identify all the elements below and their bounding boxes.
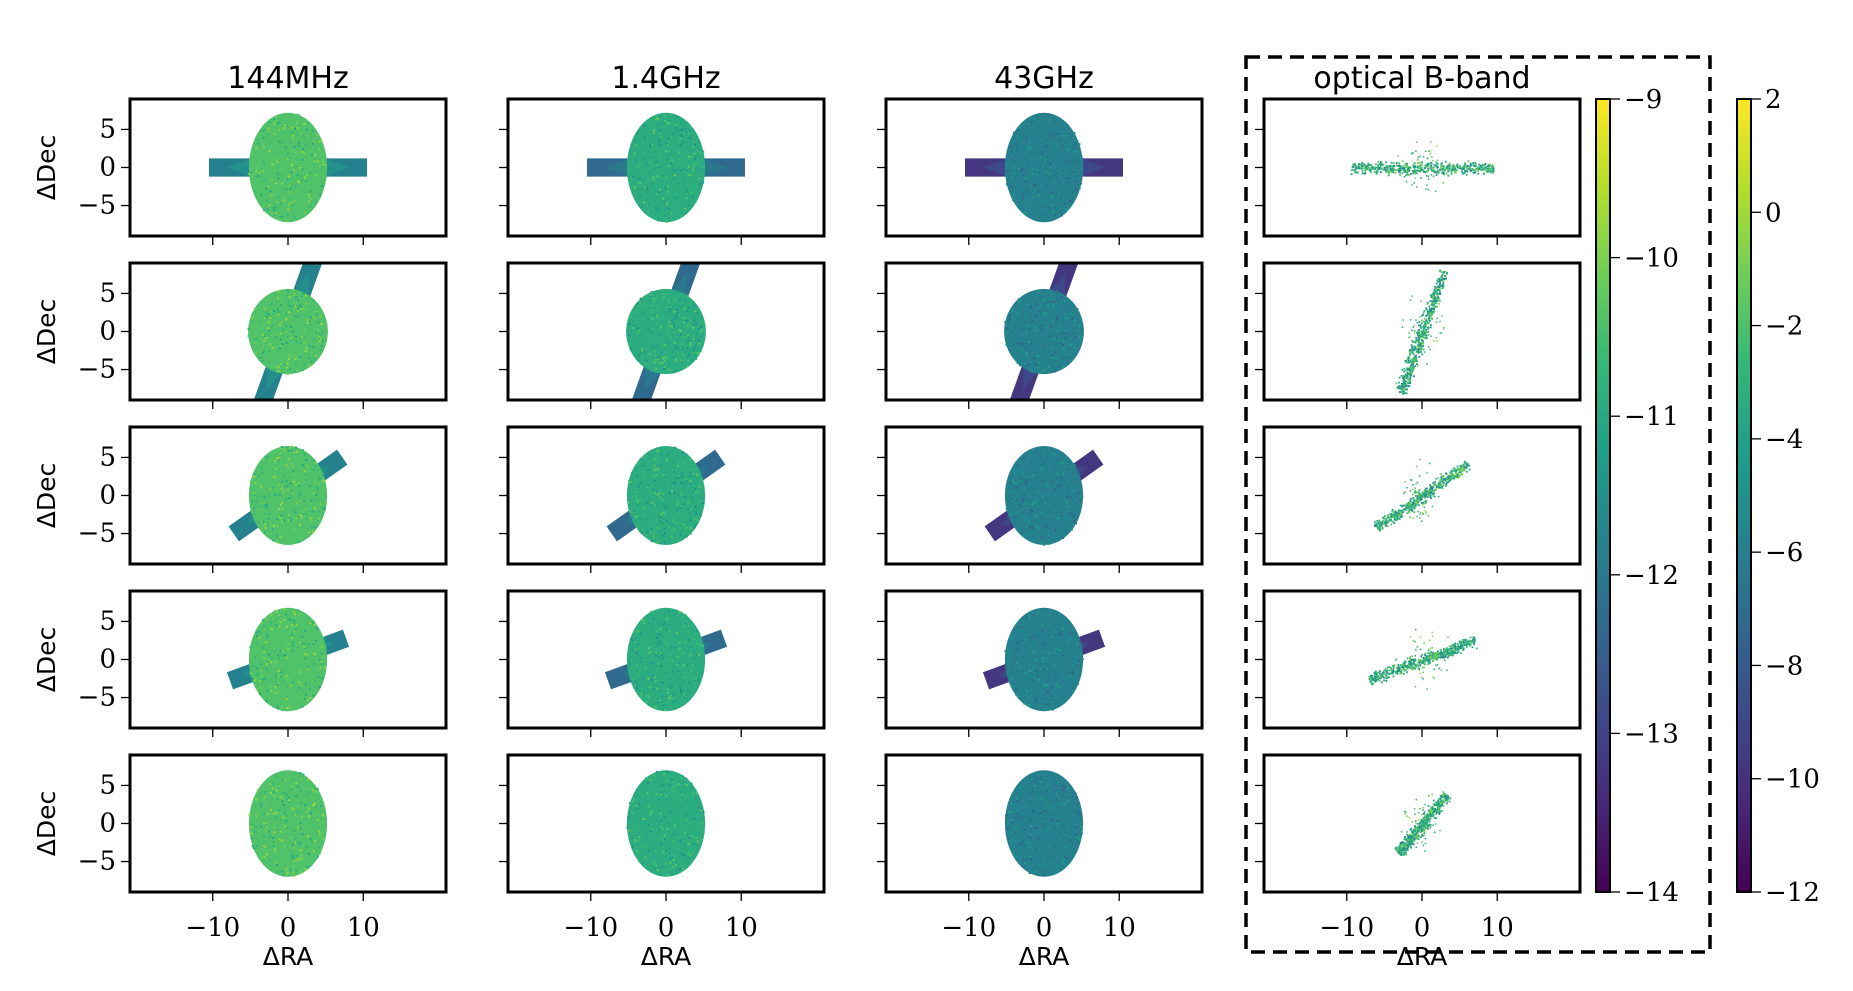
panel-3-3 bbox=[1255, 589, 1582, 737]
ytick-label: 0 bbox=[99, 809, 116, 839]
panel-0-1: 5 0 −5 ΔDec bbox=[32, 261, 448, 409]
panel-3-2 bbox=[1255, 425, 1582, 573]
panel-0-3: 5 0 −5 ΔDec bbox=[32, 589, 448, 737]
ylabel: ΔDec bbox=[32, 135, 61, 200]
ytick-label: −5 bbox=[78, 191, 116, 221]
disk bbox=[626, 112, 706, 223]
xtick-label: −10 bbox=[941, 913, 996, 943]
colorbar-optical: −9 −10 −11 −12 −13 −14 bbox=[1595, 85, 1679, 908]
ylabel: ΔDec bbox=[32, 627, 61, 692]
panel-2-1 bbox=[877, 261, 1204, 409]
panel-title: 144MHz bbox=[227, 61, 348, 96]
disk bbox=[248, 770, 328, 877]
panel-1-0 bbox=[499, 97, 826, 245]
colorbar-tick-label: −14 bbox=[1624, 878, 1679, 908]
panel-1-4: −10 0 10 ΔRA bbox=[499, 753, 826, 971]
xlabel: ΔRA bbox=[263, 942, 314, 971]
ytick-label: 0 bbox=[99, 317, 116, 347]
disk bbox=[248, 446, 328, 545]
ytick-label: −5 bbox=[78, 683, 116, 713]
panel-2-4: −10 0 10 ΔRA bbox=[877, 753, 1204, 971]
colorbar-tick-label: −10 bbox=[1624, 244, 1679, 274]
ytick-label: −5 bbox=[78, 355, 116, 385]
panel-title: 1.4GHz bbox=[611, 61, 720, 96]
colorbar-tick-label: −6 bbox=[1765, 538, 1803, 568]
disk bbox=[248, 112, 328, 223]
panel-1-2 bbox=[499, 425, 826, 573]
ylabel: ΔDec bbox=[32, 791, 61, 856]
xtick-label: −10 bbox=[563, 913, 618, 943]
panel-frame bbox=[1262, 589, 1582, 730]
ytick-label: 0 bbox=[99, 153, 116, 183]
xtick-label: 10 bbox=[725, 913, 758, 943]
panel-3-0 bbox=[1255, 97, 1582, 245]
panel-title: optical B-band bbox=[1313, 61, 1530, 96]
colorbar-tick-label: 0 bbox=[1765, 198, 1782, 228]
panel-1-1 bbox=[499, 261, 826, 409]
colorbar-tick-label: −2 bbox=[1765, 312, 1803, 342]
disk bbox=[248, 288, 328, 375]
xtick-label: −10 bbox=[1319, 913, 1374, 943]
panel-3-1 bbox=[1255, 261, 1582, 409]
xtick-label: 0 bbox=[658, 913, 675, 943]
xlabel: ΔRA bbox=[641, 942, 692, 971]
ytick-label: 5 bbox=[99, 606, 116, 636]
panel-3-4: −10 0 10 ΔRA bbox=[1255, 753, 1582, 971]
xtick-label: 10 bbox=[1481, 913, 1514, 943]
colorbar-tick-label: −4 bbox=[1765, 425, 1803, 455]
ytick-label: 0 bbox=[99, 645, 116, 675]
panel-1-3 bbox=[499, 589, 826, 737]
panel-0-4: 5 0 −5 −10 0 10 ΔDec ΔRA bbox=[32, 753, 448, 971]
colorbar-tick-label: −12 bbox=[1765, 878, 1820, 908]
xlabel: ΔRA bbox=[1397, 942, 1448, 971]
colorbar-tick-label: −9 bbox=[1624, 85, 1662, 115]
xtick-label: 10 bbox=[347, 913, 380, 943]
xtick-label: 10 bbox=[1103, 913, 1136, 943]
panel-title: 43GHz bbox=[994, 61, 1094, 96]
ytick-label: 5 bbox=[99, 278, 116, 308]
colorbar-tick-label: −8 bbox=[1765, 651, 1803, 681]
optical-highlight-box bbox=[1244, 55, 1712, 954]
panel-2-0 bbox=[877, 97, 1204, 245]
panel-2-2 bbox=[877, 425, 1204, 573]
panel-0-2: 5 0 −5 ΔDec bbox=[32, 425, 448, 573]
panel-2-3 bbox=[877, 589, 1204, 737]
disk bbox=[1004, 288, 1084, 375]
colorbar-tick-label: −11 bbox=[1624, 402, 1679, 432]
panel-0-0: 5 0 −5 ΔDec bbox=[32, 97, 448, 245]
colorbar-radio: 2 0 −2 −4 −6 −8 −10 −12 bbox=[1736, 85, 1820, 908]
xtick-label: 0 bbox=[280, 913, 297, 943]
ytick-label: 5 bbox=[99, 770, 116, 800]
ylabel: ΔDec bbox=[32, 299, 61, 364]
disk bbox=[1004, 770, 1084, 877]
colorbar-tick-label: −12 bbox=[1624, 561, 1679, 591]
ytick-label: 5 bbox=[99, 442, 116, 472]
ytick-label: −5 bbox=[78, 847, 116, 877]
ytick-label: −5 bbox=[78, 519, 116, 549]
colorbar-tick-label: −10 bbox=[1765, 765, 1820, 795]
ytick-label: 0 bbox=[99, 481, 116, 511]
colorbar-tick-label: −13 bbox=[1624, 719, 1679, 749]
ylabel: ΔDec bbox=[32, 463, 61, 528]
xlabel: ΔRA bbox=[1019, 942, 1070, 971]
colorbar-tick-label: 2 bbox=[1765, 85, 1782, 115]
ytick-label: 5 bbox=[99, 114, 116, 144]
xtick-label: 0 bbox=[1414, 913, 1431, 943]
xtick-label: −10 bbox=[185, 913, 240, 943]
xtick-label: 0 bbox=[1036, 913, 1053, 943]
